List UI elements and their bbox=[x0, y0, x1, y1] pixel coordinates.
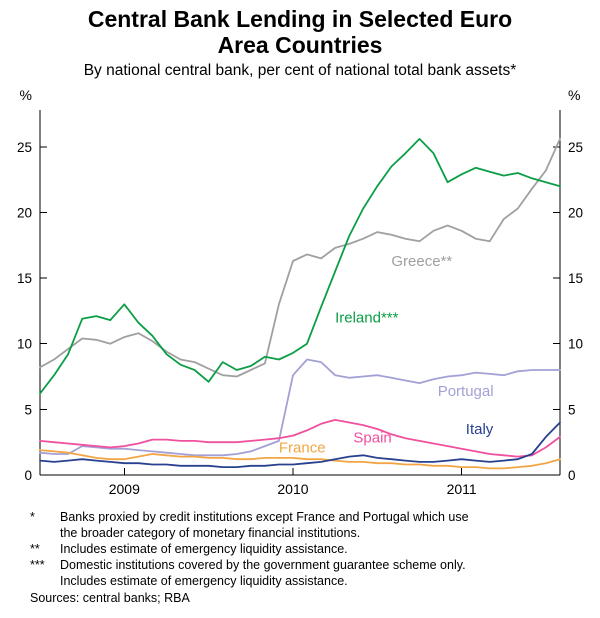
footnote-marker: ** bbox=[30, 542, 40, 557]
series-label-france: France bbox=[279, 440, 326, 457]
series-line-portugal bbox=[39, 358, 561, 457]
y-tick-label-right: 15 bbox=[568, 271, 583, 286]
footnote-text: Domestic institutions covered by the gov… bbox=[60, 558, 466, 589]
series-line-spain bbox=[39, 419, 561, 458]
series-line-france bbox=[39, 449, 561, 470]
chart-title: Central Bank Lending in Selected Euro Ar… bbox=[87, 6, 513, 59]
footnote-row: * Banks proxied by credit institutions e… bbox=[30, 509, 582, 541]
series-line-ireland bbox=[39, 138, 561, 395]
footnote-marker: * bbox=[30, 510, 35, 525]
series-line-greece bbox=[39, 138, 561, 378]
series-label-italy: Italy bbox=[466, 421, 494, 438]
x-tick-label-2010: 2010 bbox=[277, 481, 308, 497]
y-tick-label-left: 5 bbox=[24, 403, 32, 418]
sources-line: Sources: central banks; RBA bbox=[30, 591, 190, 606]
x-tick-label-2011: 2011 bbox=[447, 481, 477, 497]
y-tick-label-left: 25 bbox=[17, 140, 32, 155]
y-tick-label-right: 20 bbox=[568, 206, 583, 221]
series-label-spain: Spain bbox=[353, 430, 391, 447]
series-label-greece: Greece** bbox=[391, 253, 452, 270]
series-label-portugal: Portugal bbox=[438, 383, 494, 400]
y-tick-label-right: 5 bbox=[568, 403, 576, 418]
unit-label-left: % bbox=[20, 87, 32, 103]
chart-area: %% 0 0 5 5 10 10 15 15 20 20 25 25 2009 2010 2011 Greece… bbox=[0, 80, 600, 505]
y-tick-label-right: 25 bbox=[568, 140, 583, 155]
footnote-row: *** Domestic institutions covered by the… bbox=[30, 557, 582, 589]
unit-label-right: % bbox=[568, 87, 580, 103]
y-tick-label-left: 10 bbox=[17, 337, 32, 352]
series-label-ireland: Ireland*** bbox=[335, 310, 399, 327]
chart-svg: % % 0 0 5 5 10 10 15 15 20 20 25 25 2009 2010 2011 Greece… bbox=[17, 87, 583, 497]
y-tick-label-left: 15 bbox=[17, 271, 32, 286]
footnote-text: Banks proxied by credit institutions exc… bbox=[60, 510, 469, 541]
y-tick-label-left: 0 bbox=[24, 468, 32, 483]
y-tick-label-left: 20 bbox=[17, 206, 32, 221]
chart-subtitle: By national central bank, per cent of na… bbox=[83, 61, 517, 79]
footnote-text: Includes estimate of emergency liquidity… bbox=[60, 542, 348, 557]
footnotes: * Banks proxied by credit institutions e… bbox=[0, 505, 600, 606]
y-tick-label-right: 0 bbox=[568, 468, 576, 483]
footnote-marker: *** bbox=[30, 558, 45, 573]
y-tick-label-right: 10 bbox=[568, 337, 583, 352]
series-line-italy bbox=[39, 421, 561, 469]
footnote-row: ** Includes estimate of emergency liquid… bbox=[30, 541, 582, 557]
x-tick-label-2009: 2009 bbox=[109, 481, 140, 497]
